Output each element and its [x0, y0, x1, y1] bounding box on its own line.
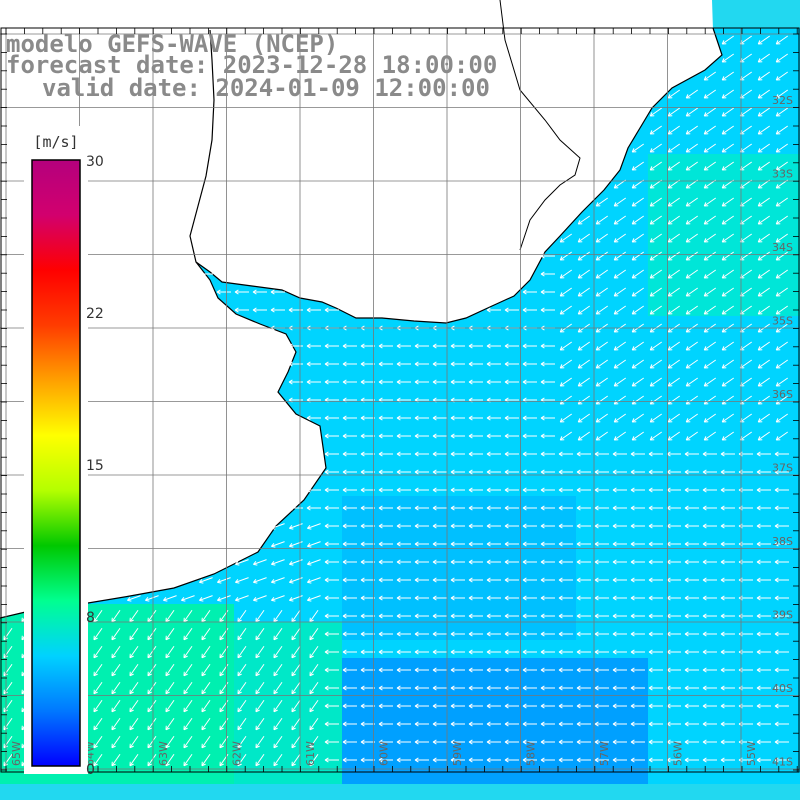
country-border [499, 0, 581, 251]
graticule [0, 28, 800, 772]
lat-label: 38S [772, 535, 793, 548]
lat-label: 32S [772, 94, 793, 107]
lon-label: 59W [451, 741, 464, 766]
colorbar: [m/s] 30 22 15 8 0 [24, 126, 104, 778]
title-model: modelo GEFS-WAVE (NCEP) [6, 30, 339, 58]
colorbar-tick-15: 15 [86, 458, 104, 474]
lon-label: 60W [378, 741, 391, 766]
lat-label: 41S [772, 756, 793, 769]
lon-label: 56W [672, 741, 685, 766]
lon-label: 62W [231, 741, 244, 766]
lat-label: 39S [772, 609, 793, 622]
land-mass [0, 0, 722, 618]
lat-label: 35S [772, 315, 793, 328]
lon-label: 55W [745, 741, 758, 766]
lat-label: 40S [772, 682, 793, 695]
colorbar-tick-22: 22 [86, 306, 104, 322]
latitude-labels: 32S 33S 34S 35S 36S 37S 38S 39S 40S 41S [772, 94, 793, 769]
lat-label: 37S [772, 462, 793, 475]
lon-label: 58W [525, 741, 538, 766]
colorbar-tick-30: 30 [86, 154, 104, 170]
colorbar-tick-8: 8 [86, 610, 95, 626]
title-forecast-date: forecast date: 2023-12-28 18:00:00 [6, 51, 498, 79]
colorbar-scale [31, 159, 81, 767]
map-border [0, 27, 800, 773]
colorbar-tick-0: 0 [86, 762, 95, 778]
lon-label: 65W [10, 741, 23, 766]
lon-label: 57W [598, 741, 611, 766]
lat-label: 34S [772, 241, 793, 254]
lon-label: 61W [304, 741, 317, 766]
lon-label: 63W [157, 741, 170, 766]
colorbar-unit: [m/s] [33, 133, 78, 151]
title-valid-date: valid date: 2024-01-09 12:00:00 [42, 74, 490, 102]
lat-label: 33S [772, 168, 793, 181]
coastline [0, 27, 723, 619]
border-ticks [1, 28, 799, 772]
lat-label: 36S [772, 388, 793, 401]
